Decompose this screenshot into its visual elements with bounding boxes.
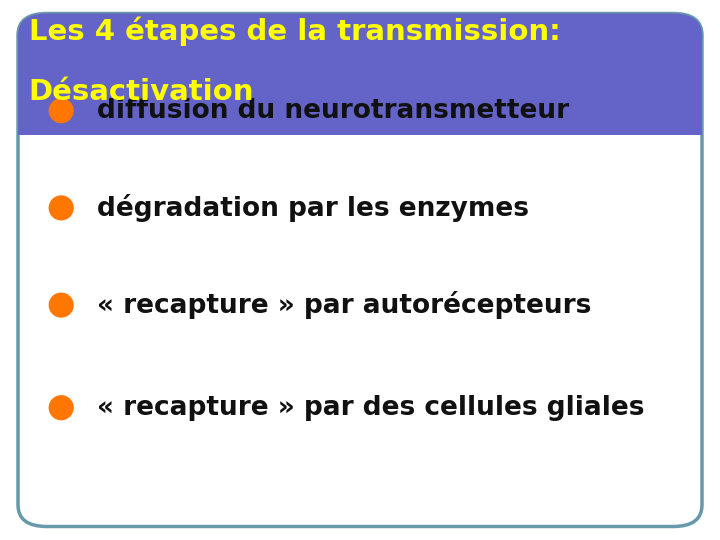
Text: « recapture » par autorécepteurs: « recapture » par autorécepteurs [97,291,592,319]
Text: dégradation par les enzymes: dégradation par les enzymes [97,194,529,222]
Text: Les 4 étapes de la transmission:: Les 4 étapes de la transmission: [29,16,561,46]
Text: diffusion du neurotransmetteur: diffusion du neurotransmetteur [97,98,570,124]
Text: Désactivation: Désactivation [29,78,254,106]
Text: « recapture » par des cellules gliales: « recapture » par des cellules gliales [97,395,644,421]
